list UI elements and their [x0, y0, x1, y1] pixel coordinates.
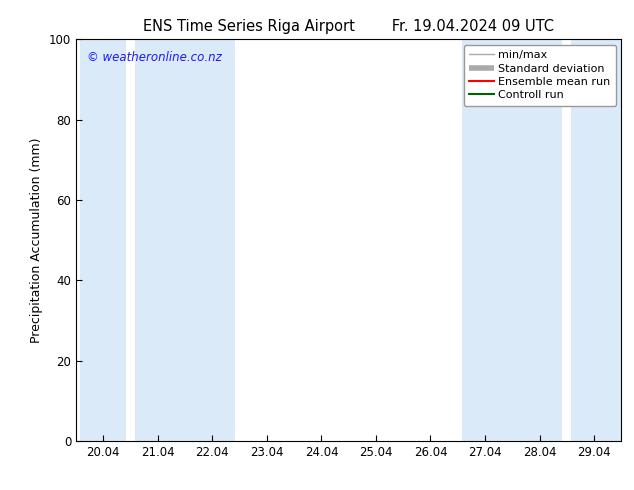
Legend: min/max, Standard deviation, Ensemble mean run, Controll run: min/max, Standard deviation, Ensemble me…: [463, 45, 616, 106]
Text: © weatheronline.co.nz: © weatheronline.co.nz: [87, 51, 222, 64]
Bar: [81, 39, 126, 441]
Y-axis label: Precipitation Accumulation (mm): Precipitation Accumulation (mm): [30, 137, 43, 343]
Bar: [462, 39, 562, 441]
Bar: [571, 39, 621, 441]
Title: ENS Time Series Riga Airport        Fr. 19.04.2024 09 UTC: ENS Time Series Riga Airport Fr. 19.04.2…: [143, 19, 554, 34]
Bar: [135, 39, 235, 441]
